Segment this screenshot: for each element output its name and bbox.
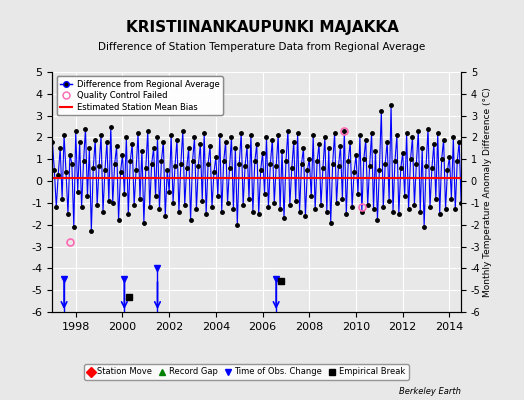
Text: KRISTIINANKAUPUNKI MAJAKKA: KRISTIINANKAUPUNKI MAJAKKA [126,20,398,35]
Text: Difference of Station Temperature Data from Regional Average: Difference of Station Temperature Data f… [99,42,425,52]
Text: Berkeley Earth: Berkeley Earth [399,387,461,396]
Y-axis label: Monthly Temperature Anomaly Difference (°C): Monthly Temperature Anomaly Difference (… [483,87,493,297]
Legend: Station Move, Record Gap, Time of Obs. Change, Empirical Break: Station Move, Record Gap, Time of Obs. C… [84,364,409,380]
Legend: Difference from Regional Average, Quality Control Failed, Estimated Station Mean: Difference from Regional Average, Qualit… [57,76,223,115]
